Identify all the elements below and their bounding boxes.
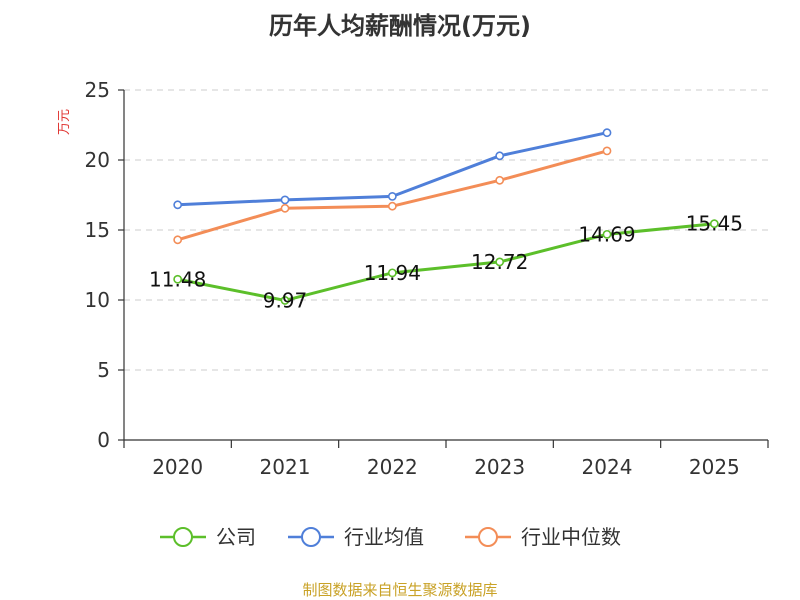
series-lines [173, 128, 719, 305]
data-label: 12.72 [471, 250, 528, 274]
series-2 [173, 146, 612, 245]
legend-item-1[interactable]: 行业均值 [288, 525, 424, 549]
y-axis-label: 万元 [57, 109, 72, 135]
data-point [387, 191, 397, 201]
legend-marker [478, 527, 498, 547]
legend-item-0[interactable]: 公司 [160, 525, 256, 549]
legend-marker [301, 527, 321, 547]
series-0 [173, 219, 719, 305]
grid-lines [124, 89, 768, 371]
x-tick-label: 2025 [689, 455, 740, 479]
y-tick-label: 10 [85, 288, 110, 312]
x-tick-label: 2023 [474, 455, 525, 479]
x-tick-label: 2022 [367, 455, 418, 479]
data-point [495, 175, 505, 185]
y-tick-label: 5 [97, 358, 110, 382]
x-tick-label: 2020 [152, 455, 203, 479]
data-point [280, 296, 290, 305]
data-point [602, 229, 612, 239]
legend-label: 行业中位数 [521, 525, 621, 549]
data-point [280, 203, 290, 213]
data-point [495, 151, 505, 161]
x-tick-label: 2024 [582, 455, 633, 479]
legend-marker [173, 527, 193, 547]
data-label: 15.45 [686, 212, 743, 236]
data-labels: 11.48 9.97 11.94 12.72 14.69 15.45 [149, 212, 743, 313]
data-label: 14.69 [578, 222, 635, 246]
legend-label: 公司 [216, 525, 256, 549]
y-tick-label: 20 [85, 148, 110, 172]
chart-title: 历年人均薪酬情况(万元) [269, 12, 531, 40]
data-point [495, 257, 505, 267]
legend[interactable]: 公司 行业均值 行业中位数 [160, 525, 621, 549]
y-tick-label: 15 [85, 218, 110, 242]
source-note: 制图数据来自恒生聚源数据库 [302, 581, 497, 599]
data-point [173, 235, 183, 245]
x-tick-label: 2021 [260, 455, 311, 479]
data-point [387, 201, 397, 211]
y-tick-label: 25 [85, 78, 110, 102]
data-point [602, 128, 612, 138]
data-point [709, 219, 719, 229]
legend-label: 行业均值 [344, 525, 424, 549]
data-point [173, 200, 183, 210]
data-point [602, 146, 612, 156]
data-point [280, 195, 290, 205]
data-point [173, 274, 183, 284]
series-1 [173, 128, 612, 210]
data-point [387, 268, 397, 278]
series-line [177, 222, 715, 302]
legend-item-2[interactable]: 行业中位数 [465, 525, 621, 549]
y-tick-label: 0 [97, 428, 110, 452]
data-label: 11.94 [364, 261, 421, 285]
data-label: 11.48 [149, 267, 206, 291]
data-label: 9.97 [263, 288, 308, 312]
